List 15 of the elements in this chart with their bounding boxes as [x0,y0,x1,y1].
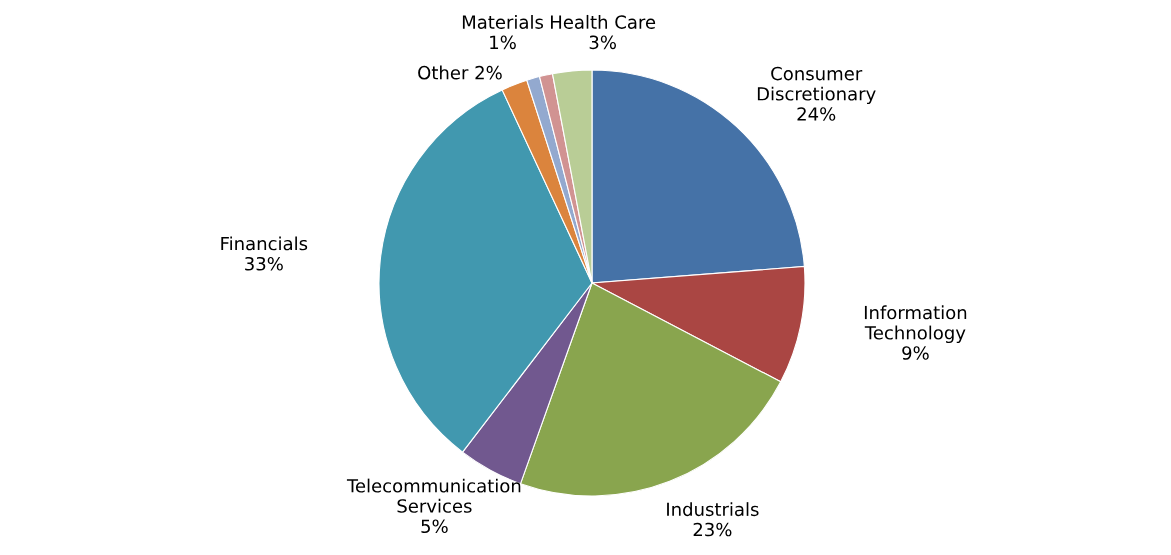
data-label: 23% [693,522,732,537]
slice-label: Financials [221,236,308,251]
data-label: 1% [490,35,516,50]
data-label: 9% [902,346,929,360]
slice-label: Telecommunication Services [346,478,521,513]
slice-label: Information Technology [864,305,967,344]
slice-label: Consumer Discretionary [757,66,876,105]
slice-label: Other 2% [418,65,502,80]
data-label: 3% [589,35,616,50]
slice-label: Materials [462,14,544,29]
data-label: 33% [245,256,283,271]
slice-label: Industrials [667,502,759,517]
data-label: 24% [797,107,836,121]
slice-label: Health Care [551,14,656,29]
data-label: 5% [421,519,448,534]
